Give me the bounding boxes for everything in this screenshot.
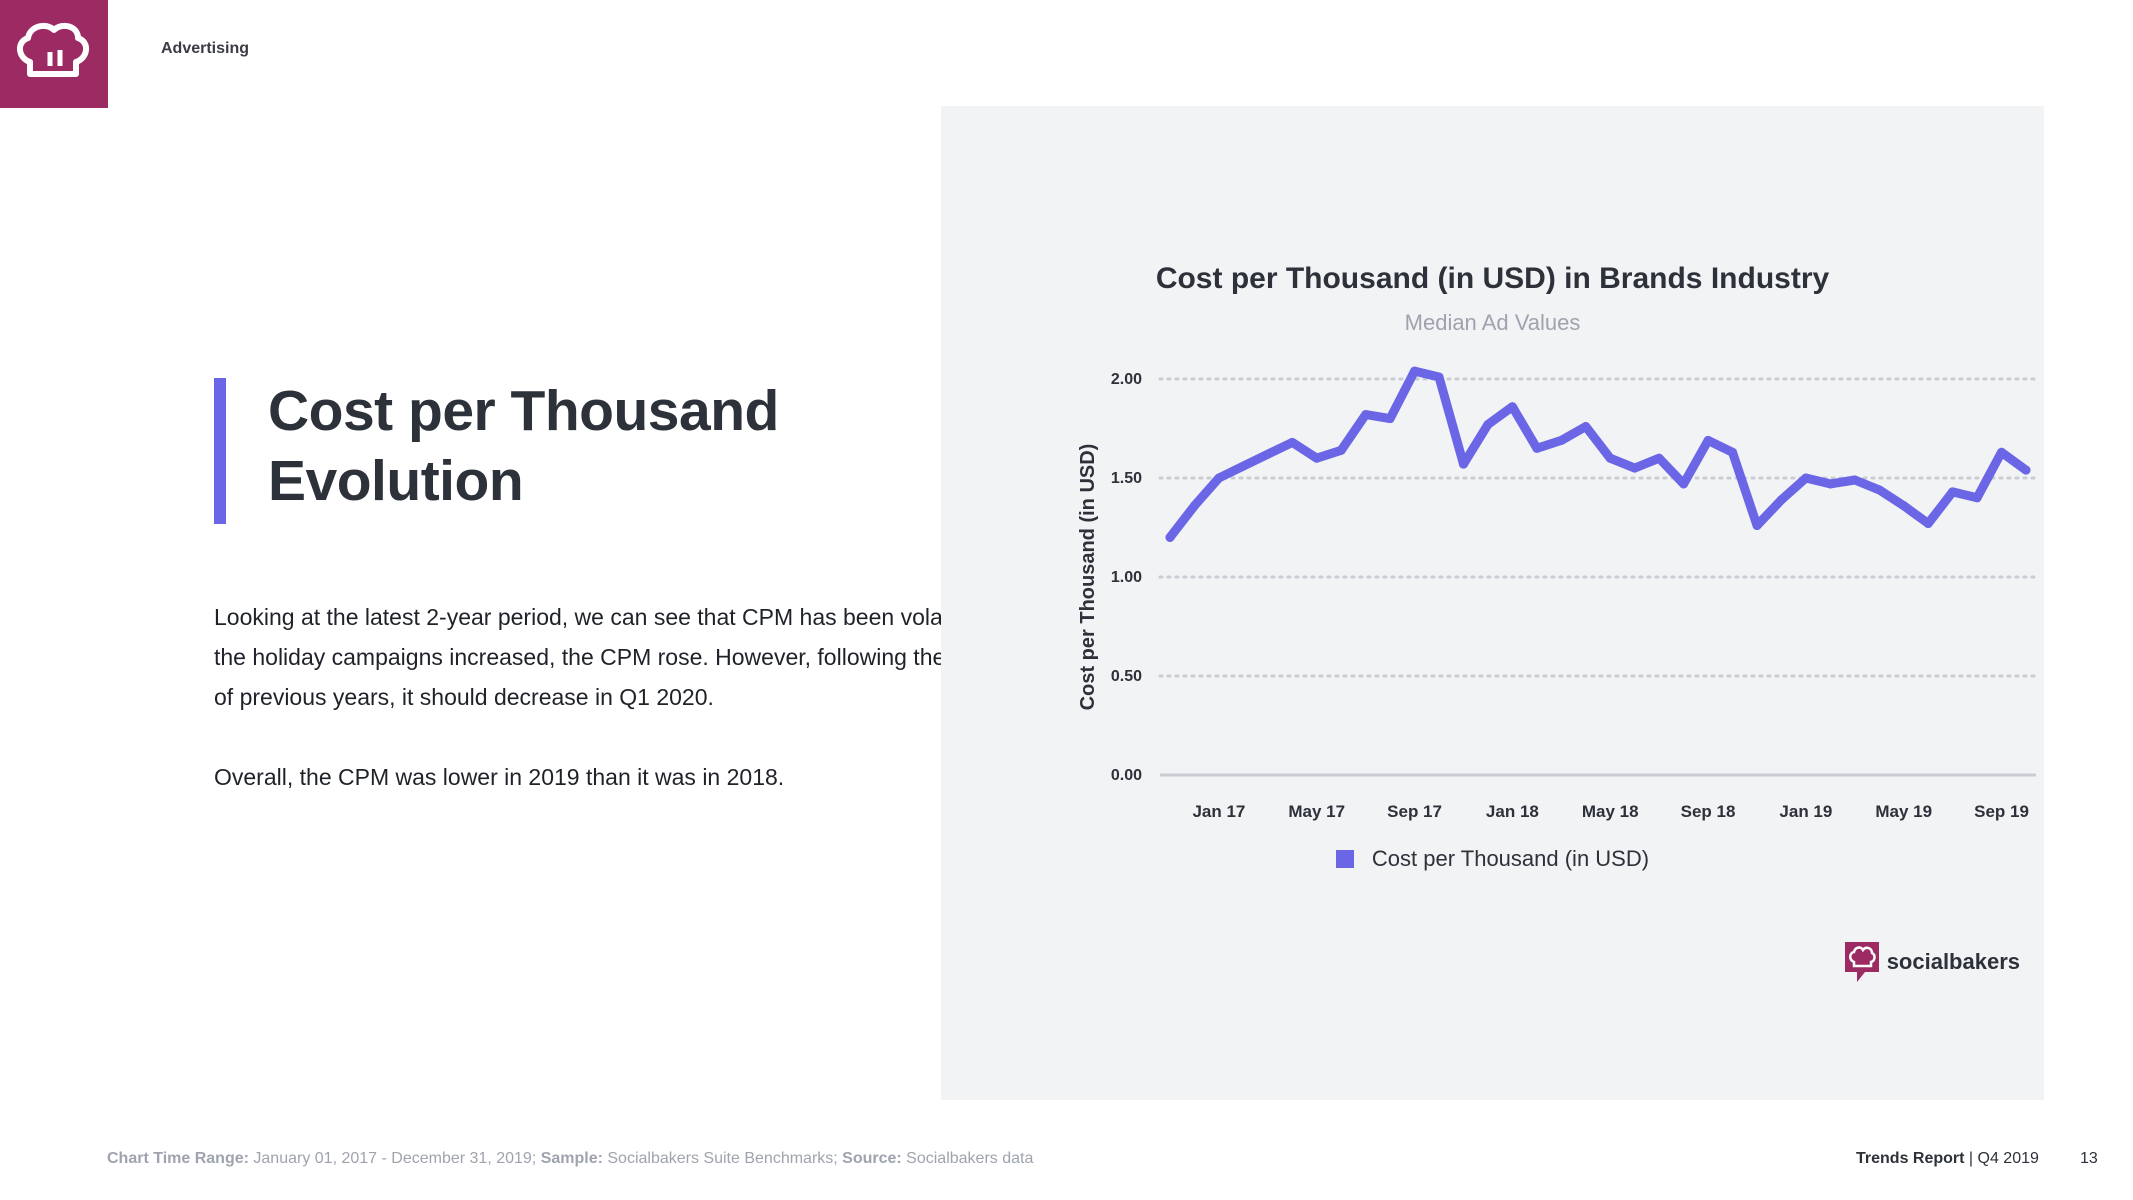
- data-point: [1263, 449, 1273, 459]
- chart-legend: Cost per Thousand (in USD): [941, 846, 2044, 872]
- data-point: [1458, 459, 1468, 469]
- data-point: [1850, 475, 1860, 485]
- page-title-line1: Cost per Thousand: [268, 379, 779, 443]
- series-line-cpm: [1165, 366, 2031, 542]
- data-point: [1507, 402, 1517, 412]
- data-point: [1410, 366, 1420, 376]
- x-tick-label: May 18: [1582, 802, 1639, 821]
- data-point: [1556, 435, 1566, 445]
- brand-logo: [0, 0, 108, 108]
- footer-report: Trends Report | Q4 2019: [1856, 1150, 2039, 1168]
- data-point: [1997, 447, 2007, 457]
- data-point: [1728, 447, 1738, 457]
- y-tick-label: 1.50: [1111, 470, 1142, 487]
- section-label: Advertising: [161, 40, 250, 57]
- data-point: [1825, 479, 1835, 489]
- x-tick-label: Sep 17: [1387, 802, 1442, 821]
- data-point: [1483, 420, 1493, 430]
- footer-report-label: Trends Report: [1856, 1150, 1965, 1167]
- data-point: [1972, 493, 1982, 503]
- data-point: [1948, 487, 1958, 497]
- data-point: [1776, 495, 1786, 505]
- data-point: [1385, 414, 1395, 424]
- page-title: Cost per Thousand Evolution: [268, 376, 779, 516]
- x-tick-label: Sep 19: [1974, 802, 2029, 821]
- body-text: Looking at the latest 2-year period, we …: [214, 597, 1014, 797]
- data-point: [1312, 453, 1322, 463]
- footer-range-label: Chart Time Range:: [107, 1150, 249, 1167]
- y-tick-label: 2.00: [1111, 371, 1142, 388]
- y-tick-label: 1.00: [1111, 569, 1142, 586]
- data-point: [1703, 435, 1713, 445]
- data-point: [2021, 465, 2031, 475]
- footer-source-value: Socialbakers data: [901, 1150, 1034, 1167]
- data-point: [1654, 453, 1664, 463]
- page-title-line2: Evolution: [268, 449, 524, 513]
- data-point: [1532, 443, 1542, 453]
- footer-range-value: January 01, 2017 - December 31, 2019;: [248, 1150, 537, 1167]
- footer-sample-label: Sample:: [536, 1150, 603, 1167]
- legend-swatch: [1335, 850, 1354, 868]
- data-point: [1874, 485, 1884, 495]
- footer-source: Chart Time Range: January 01, 2017 - Dec…: [107, 1150, 1033, 1168]
- brand-name: socialbakers: [1886, 949, 2020, 974]
- y-tick-label: 0.00: [1111, 767, 1142, 784]
- x-tick-label: Sep 18: [1681, 802, 1736, 821]
- data-point: [1679, 479, 1689, 489]
- data-point: [1605, 453, 1615, 463]
- line-chart: 0.00 0.50 1.00 1.50 2.00 Cost per Thousand (i…: [1077, 366, 2038, 821]
- socialbakers-logo-icon: [1844, 942, 1879, 982]
- data-point: [1336, 445, 1346, 455]
- chef-hat-icon: [17, 22, 89, 77]
- data-point: [1189, 501, 1199, 511]
- data-point: [1165, 532, 1175, 542]
- chart-title: Cost per Thousand (in USD) in Brands Ind…: [1155, 262, 1830, 295]
- footer-report-value: | Q4 2019: [1964, 1150, 2039, 1167]
- data-point: [1238, 461, 1248, 471]
- y-axis-label: Cost per Thousand (in USD): [1077, 444, 1099, 711]
- footer-sample-value: Socialbakers Suite Benchmarks;: [602, 1150, 838, 1167]
- page-number: 13: [2080, 1150, 2098, 1167]
- data-point: [1434, 372, 1444, 382]
- data-point: [1581, 422, 1591, 432]
- legend-label: Cost per Thousand (in USD): [1371, 846, 1650, 871]
- x-tick-label: Jan 17: [1192, 802, 1245, 821]
- y-tick-label: 0.50: [1111, 668, 1142, 685]
- data-point: [1923, 519, 1933, 529]
- paragraph-2: Overall, the CPM was lower in 2019 than …: [214, 764, 785, 790]
- socialbakers-brand: socialbakers: [1844, 942, 2020, 982]
- x-tick-label: May 17: [1288, 802, 1345, 821]
- data-point: [1801, 473, 1811, 483]
- chart-subtitle: Median Ad Values: [1404, 310, 1581, 335]
- data-point: [1630, 463, 1640, 473]
- data-point: [1899, 501, 1909, 511]
- data-point: [1361, 410, 1371, 420]
- data-point: [1752, 521, 1762, 531]
- paragraph-1: Looking at the latest 2-year period, we …: [214, 604, 1011, 710]
- x-tick-label: May 19: [1875, 802, 1932, 821]
- footer-source-label: Source:: [837, 1150, 902, 1167]
- data-point: [1287, 437, 1297, 447]
- data-point: [1214, 473, 1224, 483]
- x-tick-label: Jan 18: [1486, 802, 1539, 821]
- x-tick-label: Jan 19: [1779, 802, 1832, 821]
- title-accent-bar: [214, 378, 226, 524]
- chart-panel: Cost per Thousand (in USD) in Brands Ind…: [941, 106, 2044, 1100]
